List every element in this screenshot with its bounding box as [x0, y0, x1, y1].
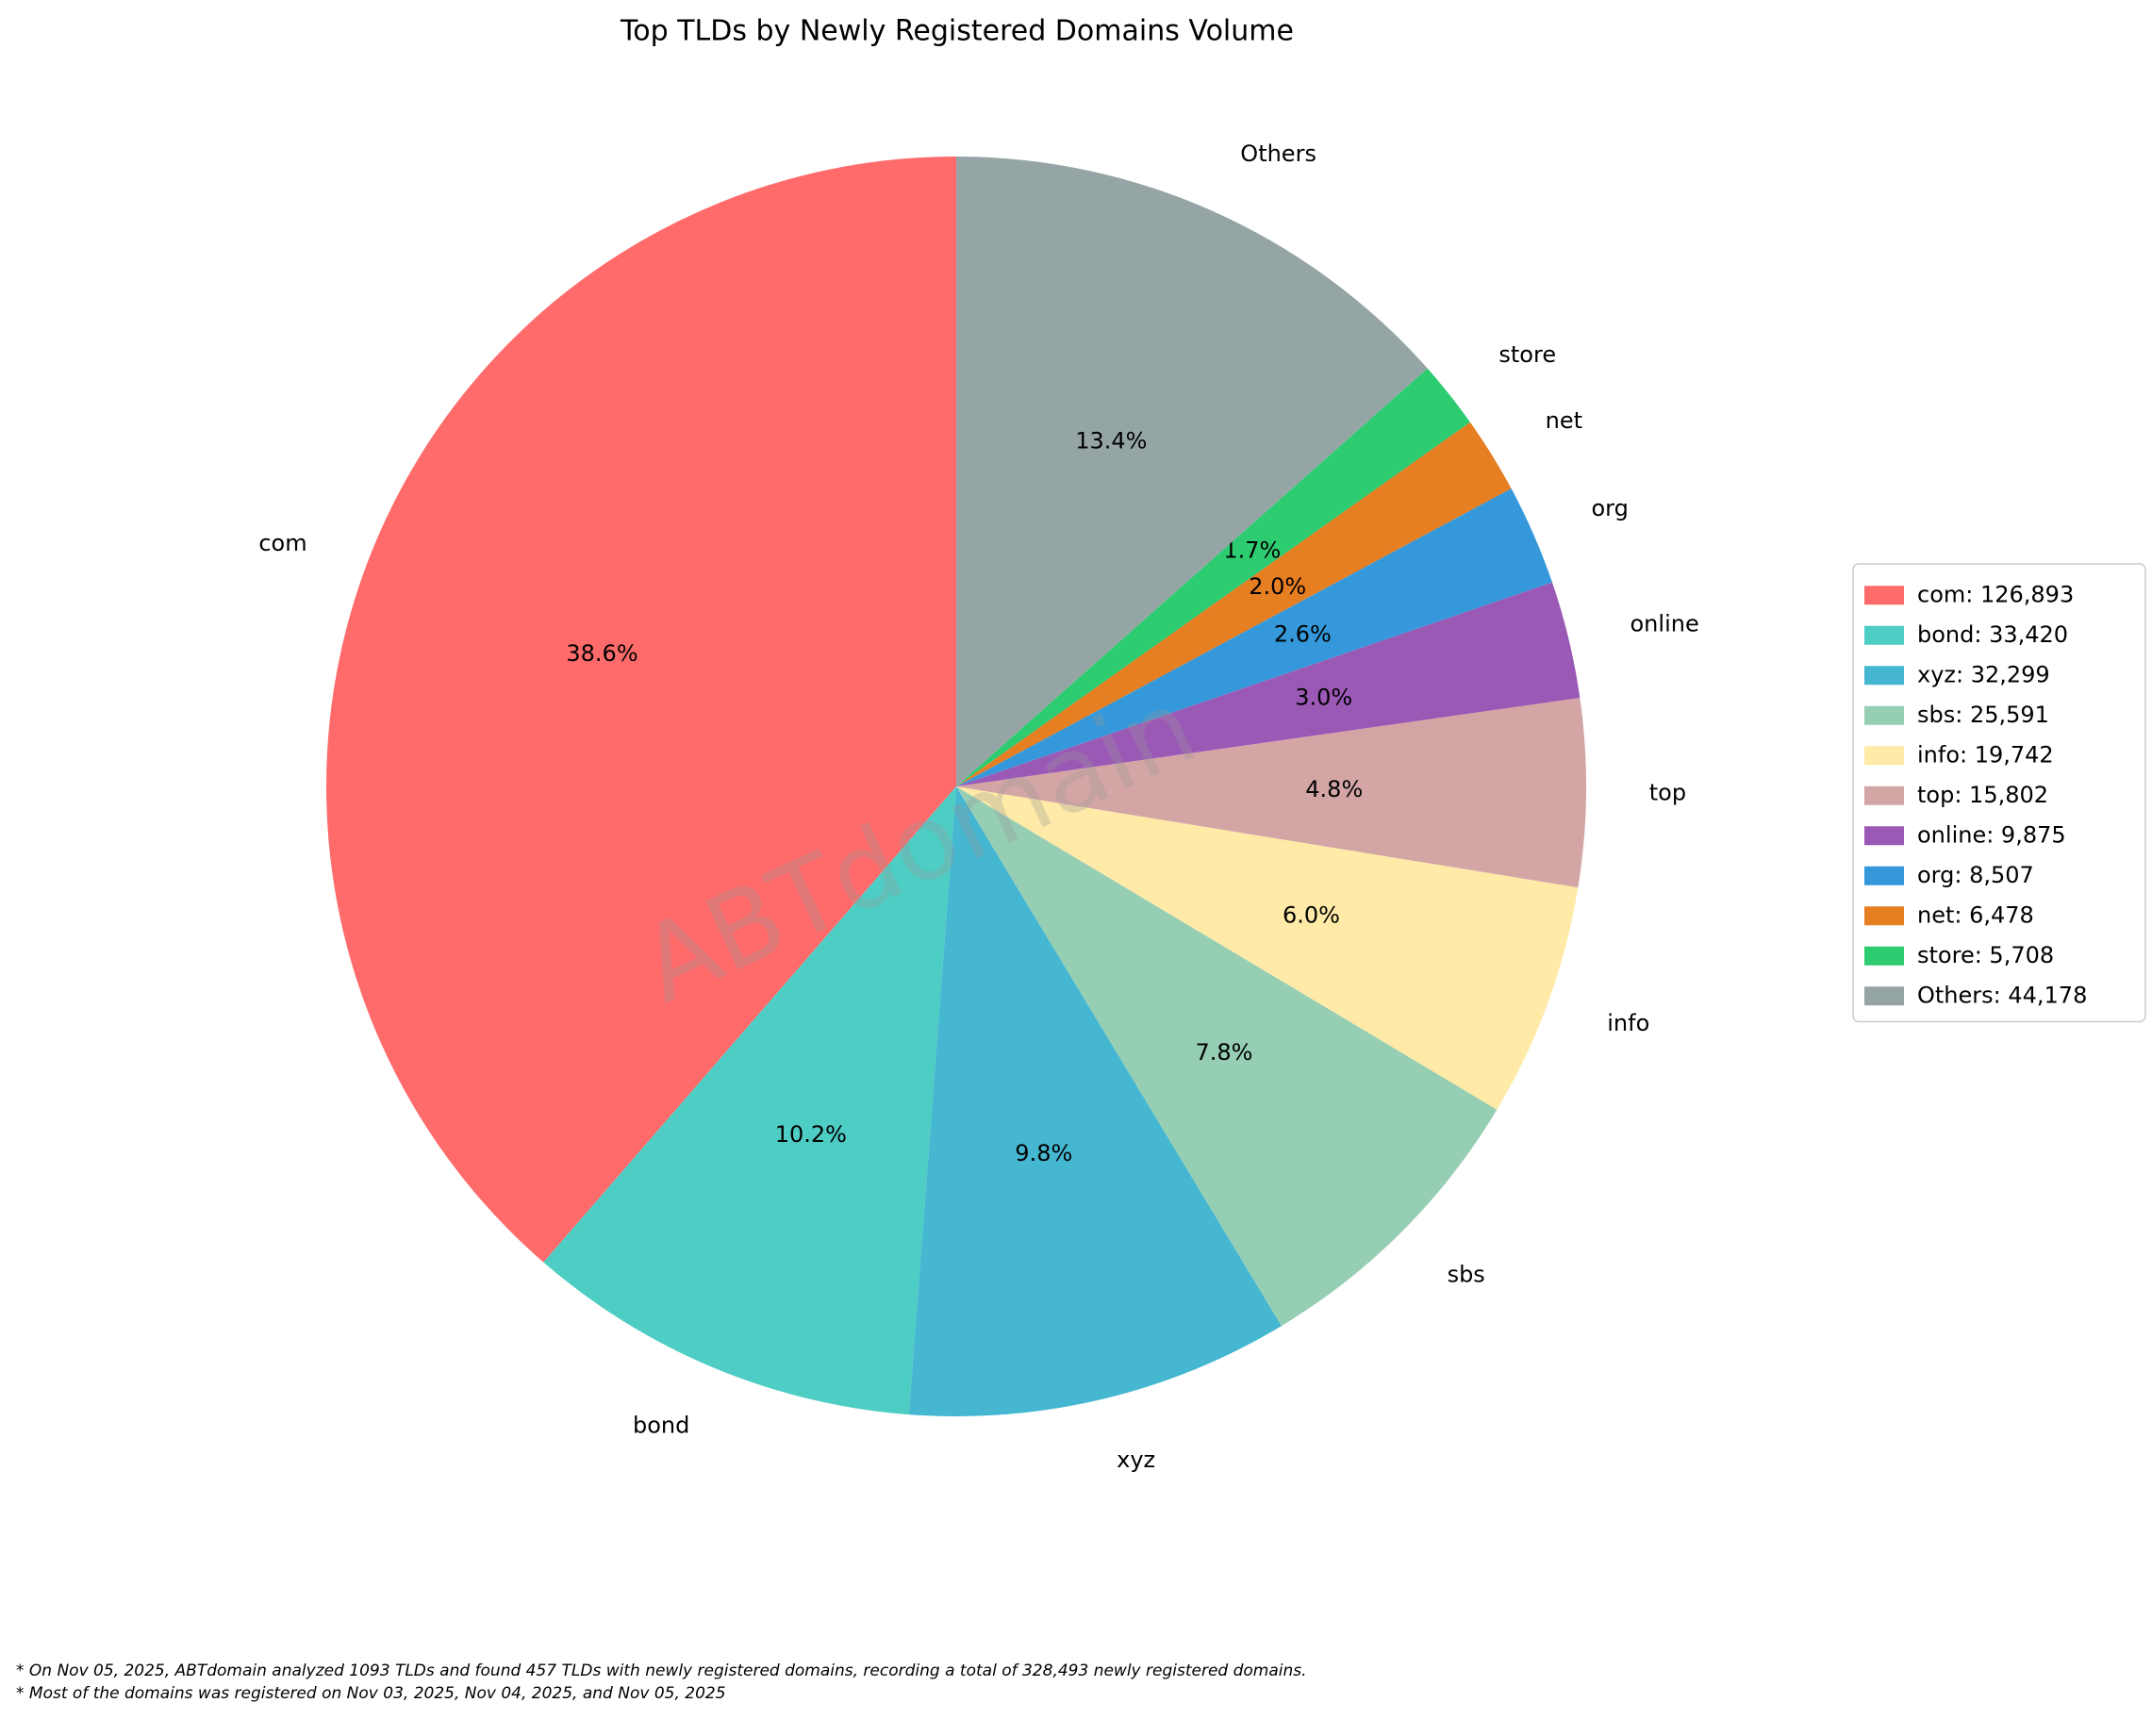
legend-swatch [1864, 666, 1904, 686]
pie-slice [956, 488, 1552, 786]
percent-label: 4.8% [1305, 776, 1363, 802]
pie-slice [956, 698, 1586, 888]
percent-label: 38.6% [566, 640, 637, 667]
legend-swatch [1864, 866, 1904, 885]
pie: com 38.6% bond 10.2% xyz 9.8% sbs 7.8% info 6.0% t… [258, 141, 1698, 1473]
legend-swatch [1864, 705, 1904, 725]
percent-label: 9.8% [1015, 1140, 1072, 1166]
slice-label: store [1498, 341, 1556, 368]
legend-label: store: 5,708 [1917, 942, 2054, 968]
legend-box [1852, 563, 2146, 1023]
pie-slice [956, 786, 1579, 1110]
legend-label: com: 126,893 [1917, 581, 2074, 607]
percent-label: 2.0% [1249, 573, 1306, 600]
pie-slice [956, 582, 1581, 786]
legend-label: sbs: 25,591 [1917, 702, 2049, 728]
slice-label: com [258, 530, 306, 556]
legend-label: bond: 33,420 [1917, 621, 2068, 648]
slice-label: Others [1240, 141, 1316, 167]
percent-label: 3.0% [1295, 684, 1352, 710]
legend-label: Others: 44,178 [1917, 982, 2087, 1008]
slice-label: info [1607, 1010, 1649, 1036]
pie-slice [543, 786, 956, 1415]
percent-label: 7.8% [1195, 1039, 1252, 1066]
legend: com: 126,893 bond: 33,420 xyz: 32,299 sbs: … [1852, 563, 2146, 1023]
percent-label: 10.2% [775, 1121, 847, 1148]
legend-swatch [1864, 785, 1904, 805]
legend-swatch [1864, 826, 1904, 846]
legend-swatch [1864, 586, 1904, 605]
legend-swatch [1864, 625, 1904, 645]
pie-slice [956, 368, 1470, 786]
percent-label: 2.6% [1274, 621, 1332, 648]
percent-label: 6.0% [1283, 901, 1340, 928]
slice-label: top [1649, 779, 1686, 805]
footnote: * Most of the domains was registered on … [16, 1684, 726, 1703]
footnote: * On Nov 05, 2025, ABTdomain analyzed 10… [16, 1662, 1307, 1680]
slice-label: org [1592, 495, 1629, 521]
legend-swatch [1864, 946, 1904, 966]
legend-swatch [1864, 746, 1904, 766]
legend-label: info: 19,742 [1917, 741, 2054, 768]
slice-label: xyz [1117, 1447, 1155, 1473]
pie-slice [956, 422, 1512, 786]
slice-label: net [1546, 407, 1582, 434]
legend-swatch [1864, 906, 1904, 926]
percent-label: 13.4% [1075, 427, 1147, 454]
legend-swatch [1864, 986, 1904, 1006]
slice-label: sbs [1448, 1262, 1485, 1288]
legend-label: online: 9,875 [1917, 821, 2066, 848]
percent-label: 1.7% [1223, 537, 1281, 564]
legend-label: top: 15,802 [1917, 782, 2048, 808]
slice-label: bond [633, 1412, 689, 1438]
pie-slice [908, 786, 1282, 1416]
chart-title: Top TLDs by Newly Registered Domains Vol… [620, 15, 1294, 48]
legend-label: org: 8,507 [1917, 862, 2034, 888]
legend-label: xyz: 32,299 [1917, 661, 2050, 687]
legend-label: net: 6,478 [1917, 901, 2034, 928]
slice-label: online [1631, 611, 1699, 637]
pie-slice [956, 157, 1428, 786]
pie-slice [956, 786, 1498, 1327]
pie-slice [325, 157, 956, 1263]
